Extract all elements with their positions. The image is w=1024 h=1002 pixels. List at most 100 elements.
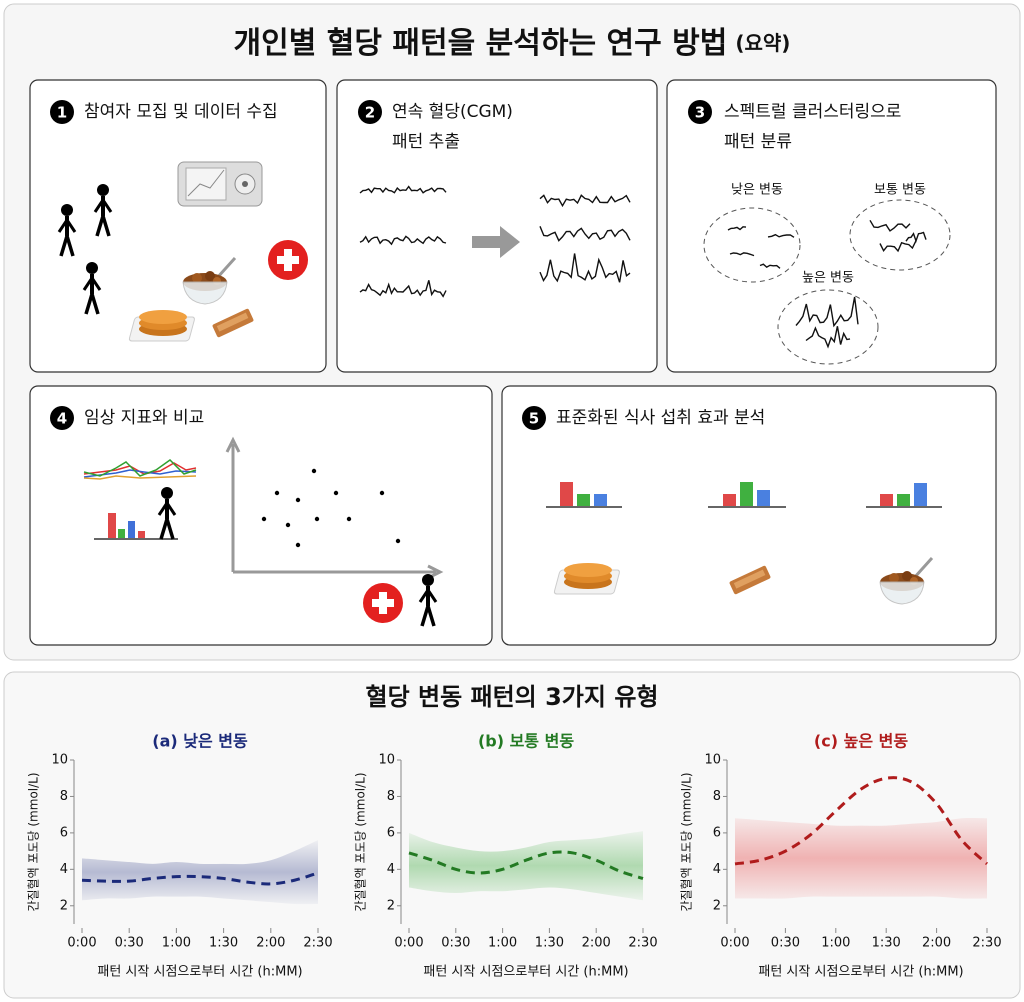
section-title: 혈당 변동 패턴의 3가지 유형: [365, 683, 658, 711]
y-axis-label: 간질혈액 포도당 (mmol/L): [354, 772, 368, 911]
page-title: 개인별 혈당 패턴을 분석하는 연구 방법 (요약): [234, 26, 791, 61]
arrow: [472, 226, 520, 258]
variability-band: [409, 831, 643, 901]
step-title: 연속 혈당(CGM): [392, 102, 513, 122]
step-badge: [358, 100, 382, 124]
trace: [759, 263, 781, 269]
step-box: [29, 385, 493, 646]
y-tick-label: 6: [387, 825, 395, 840]
trace: [539, 194, 631, 208]
title-suffix: (요약): [735, 31, 790, 55]
y-tick-label: 6: [60, 825, 68, 840]
trace: [729, 252, 755, 257]
x-tick-label: 0:30: [115, 936, 144, 951]
x-tick-label: 2:00: [582, 936, 611, 951]
meal-bars: [546, 482, 942, 508]
x-tick-label: 0:00: [67, 936, 96, 951]
step-title: 참여자 모집 및 데이터 수집: [84, 102, 278, 122]
cluster: [777, 289, 879, 365]
cluster-label: 보통 변동: [874, 183, 926, 198]
title: 개인별 혈당 패턴을 분석하는 연구 방법: [234, 26, 728, 61]
x-axis-label: 패턴 시작 시점으로부터 시간 (h:MM): [97, 965, 302, 980]
chart-title: (c) 높은 변동: [814, 732, 908, 751]
x-axis-label: 패턴 시작 시점으로부터 시간 (h:MM): [758, 965, 963, 980]
x-tick-label: 1:00: [488, 936, 517, 951]
y-tick-label: 2: [387, 898, 395, 913]
step-title: 스펙트럴 클러스터링으로: [724, 102, 901, 122]
trace: [727, 226, 747, 231]
step-badge: [688, 100, 712, 124]
chart-title: (b) 보통 변동: [478, 732, 574, 751]
cluster: [849, 199, 951, 271]
trace: [905, 231, 927, 244]
mini-bars: [94, 513, 178, 540]
bottom-panel: [3, 671, 1021, 999]
y-tick-label: 8: [387, 789, 395, 804]
y-axis-label: 간질혈액 포도당 (mmol/L): [27, 772, 41, 911]
step-box: [336, 79, 658, 373]
y-tick-label: 4: [60, 862, 68, 877]
trace: [879, 240, 917, 253]
step-number: 3: [695, 104, 705, 122]
step-badge: [522, 406, 546, 430]
variability-band: [735, 818, 987, 899]
trace: [359, 280, 447, 298]
x-tick-label: 0:00: [394, 936, 423, 951]
cluster: [703, 207, 801, 283]
trace: [795, 296, 859, 328]
step-box: [29, 79, 327, 373]
y-tick-label: 4: [387, 862, 395, 877]
step-number: 1: [57, 104, 67, 122]
trace: [805, 326, 851, 349]
trace: [539, 226, 631, 242]
x-tick-label: 1:00: [821, 936, 850, 951]
cgm-device: [177, 161, 263, 207]
cluster-label: 낮은 변동: [731, 183, 783, 198]
decoration: [359, 185, 927, 349]
step-title: 임상 지표와 비교: [84, 408, 204, 428]
variability-band: [82, 840, 318, 905]
y-tick-label: 8: [60, 789, 68, 804]
y-tick-label: 2: [60, 898, 68, 913]
step-badge: [50, 406, 74, 430]
trace: [359, 235, 447, 246]
mean-line: [734, 776, 989, 866]
x-tick-label: 2:30: [972, 936, 1001, 951]
y-tick-label: 4: [713, 862, 721, 877]
x-tick-label: 1:30: [535, 936, 564, 951]
step-title: 표준화된 식사 섭취 효과 분석: [556, 408, 765, 428]
trace: [767, 233, 795, 238]
y-tick-label: 10: [704, 753, 721, 768]
y-tick-label: 10: [51, 753, 68, 768]
trace: [869, 219, 911, 232]
x-tick-label: 2:00: [256, 936, 285, 951]
step-number: 4: [57, 410, 67, 428]
step-badge: [50, 100, 74, 124]
chart-title: (a) 낮은 변동: [152, 732, 248, 751]
x-tick-label: 1:30: [209, 936, 238, 951]
x-tick-label: 0:30: [441, 936, 470, 951]
step-box: [501, 385, 997, 646]
cluster-label: 높은 변동: [802, 271, 854, 286]
mini-lines: [83, 459, 197, 480]
y-tick-label: 6: [713, 825, 721, 840]
step-title: 패턴 분류: [724, 132, 792, 152]
y-tick-label: 8: [713, 789, 721, 804]
x-tick-label: 2:00: [922, 936, 951, 951]
trace: [539, 253, 631, 283]
x-tick-label: 2:30: [628, 936, 657, 951]
x-tick-label: 1:30: [872, 936, 901, 951]
x-axis-label: 패턴 시작 시점으로부터 시간 (h:MM): [423, 965, 628, 980]
mean-line: [408, 850, 644, 880]
mean-line: [81, 871, 319, 886]
x-tick-label: 0:30: [771, 936, 800, 951]
y-tick-label: 2: [713, 898, 721, 913]
step-number: 5: [529, 410, 539, 428]
step-title: 패턴 추출: [392, 132, 460, 152]
x-tick-label: 2:30: [303, 936, 332, 951]
step-box: [666, 79, 997, 373]
y-tick-label: 10: [378, 753, 395, 768]
x-tick-label: 0:00: [720, 936, 749, 951]
